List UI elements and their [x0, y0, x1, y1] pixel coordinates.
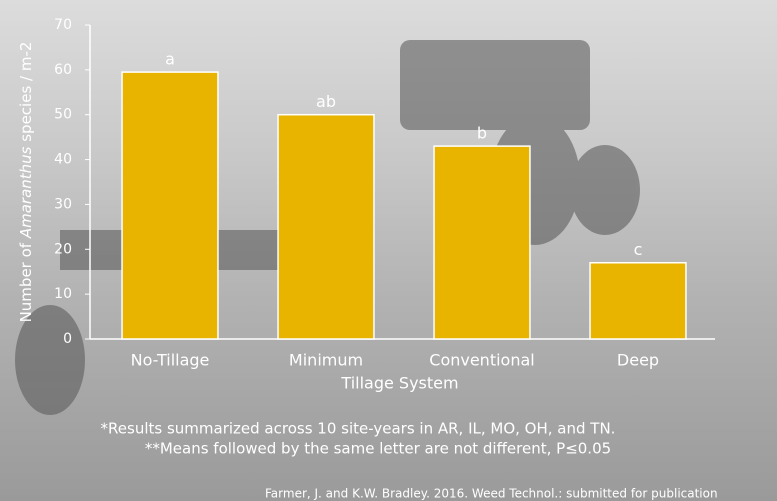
x-tick-label: Conventional [429, 351, 534, 370]
y-tick-label: 70 [54, 17, 72, 33]
bar [433, 145, 531, 340]
y-title-part: Amaranthus [17, 146, 35, 239]
y-tick-label: 60 [54, 62, 72, 78]
y-axis-title: Number of Amaranthus species / m-2 [17, 42, 35, 323]
significance-letter: ab [316, 92, 336, 111]
x-tick-label: Deep [617, 351, 659, 370]
significance-letter: a [165, 50, 175, 69]
bar [589, 261, 687, 340]
y-tick-label: 20 [54, 241, 72, 257]
y-tick-label: 30 [54, 196, 72, 212]
significance-letter: b [477, 124, 487, 143]
y-tick-label: 50 [54, 107, 72, 123]
citation: Farmer, J. and K.W. Bradley. 2016. Weed … [265, 487, 718, 501]
x-axis-title: Tillage System [340, 374, 458, 393]
y-tick-label: 10 [54, 286, 72, 302]
x-tick-label: Minimum [289, 351, 363, 370]
y-tick-label: 0 [63, 331, 72, 347]
y-tick-label: 40 [54, 152, 72, 168]
y-title-part: species / m-2 [17, 42, 35, 147]
footnote: *Results summarized across 10 site-years… [101, 420, 616, 438]
footnote: **Means followed by the same letter are … [145, 440, 611, 458]
significance-letter: c [634, 240, 643, 259]
x-tick-label: No-Tillage [131, 351, 210, 370]
bar [121, 71, 219, 340]
y-title-part: Number of [17, 238, 35, 322]
bar [277, 113, 375, 340]
